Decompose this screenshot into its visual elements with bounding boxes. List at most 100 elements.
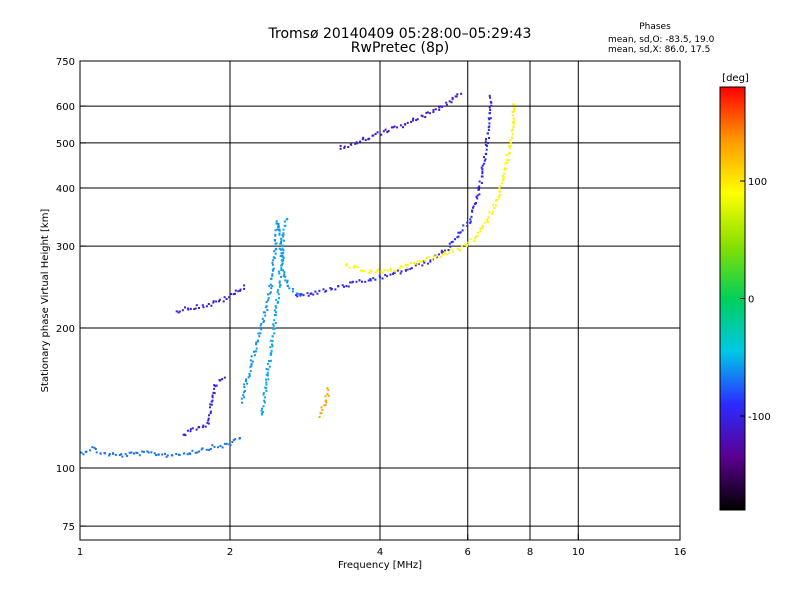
- y-tick-label: 300: [56, 242, 75, 253]
- echo-point: [257, 339, 259, 342]
- echo-point: [400, 265, 402, 268]
- echo-point: [380, 133, 383, 136]
- echo-point: [147, 451, 150, 454]
- echo-point: [498, 194, 501, 197]
- echo-point: [249, 370, 252, 373]
- echo-point: [95, 451, 98, 454]
- echo-point: [177, 311, 180, 314]
- echo-point: [262, 311, 265, 314]
- echo-point: [262, 320, 265, 323]
- echo-point: [108, 453, 111, 455]
- echo-point: [278, 247, 281, 250]
- echo-point: [487, 129, 490, 131]
- echo-point: [376, 131, 379, 134]
- echo-point: [288, 287, 291, 290]
- echo-point: [485, 148, 488, 151]
- echo-point: [473, 202, 476, 205]
- echo-point: [354, 265, 357, 268]
- echo-point: [478, 180, 481, 183]
- echo-point: [282, 234, 285, 237]
- echo-point: [359, 269, 362, 272]
- echo-point: [269, 359, 272, 362]
- echo-point: [484, 140, 487, 143]
- echo-point: [503, 168, 506, 171]
- echo-point: [475, 195, 478, 198]
- echo-point: [284, 224, 287, 227]
- echo-point: [369, 278, 372, 280]
- echo-point: [406, 267, 408, 269]
- echo-point: [476, 197, 479, 200]
- echo-point: [207, 303, 210, 305]
- echo-point: [274, 327, 277, 330]
- echo-point: [267, 374, 269, 377]
- echo-point: [265, 305, 268, 308]
- echo-point: [181, 309, 184, 312]
- echo-point: [245, 380, 247, 383]
- echo-point: [428, 112, 431, 115]
- echo-point: [223, 442, 226, 445]
- echo-point: [364, 280, 367, 283]
- echo-point: [270, 287, 273, 290]
- echo-point: [268, 365, 271, 368]
- echo-point: [316, 292, 319, 295]
- echo-point: [212, 300, 215, 303]
- x-tick-label: 16: [674, 547, 687, 558]
- echo-point: [507, 159, 510, 162]
- echo-point: [280, 263, 283, 266]
- echo-point: [452, 250, 455, 253]
- echo-point: [165, 455, 168, 458]
- echo-point: [273, 319, 276, 322]
- echo-point: [214, 385, 217, 388]
- echo-point: [438, 108, 441, 111]
- echo-point: [478, 193, 481, 196]
- echo-point: [272, 267, 275, 270]
- echo-point: [209, 403, 212, 406]
- echo-point: [488, 125, 491, 128]
- echo-point: [281, 262, 284, 265]
- echo-point: [121, 455, 124, 458]
- echo-point: [513, 108, 516, 111]
- echo-point: [499, 184, 502, 187]
- echo-point: [432, 108, 435, 111]
- echo-point: [270, 277, 273, 280]
- echo-point: [141, 450, 144, 453]
- echo-point: [249, 359, 252, 362]
- echo-point: [471, 210, 474, 213]
- echo-point: [276, 291, 279, 294]
- echo-point: [329, 287, 332, 289]
- echo-point: [474, 235, 477, 238]
- echo-point: [512, 122, 515, 125]
- echo-point: [307, 294, 310, 297]
- echo-point: [222, 300, 225, 303]
- echo-point: [275, 298, 278, 301]
- echo-point: [345, 263, 348, 266]
- y-axis-label: Stationary phase Virtual Height [km]: [40, 209, 51, 393]
- echo-point: [491, 212, 494, 215]
- echo-point: [225, 442, 228, 445]
- echo-point: [247, 376, 250, 379]
- echo-point: [511, 133, 514, 136]
- echo-point: [278, 270, 280, 273]
- echo-point: [277, 222, 280, 225]
- echo-point: [473, 240, 476, 243]
- echo-point: [512, 125, 515, 128]
- echo-point: [275, 222, 278, 225]
- echo-point: [164, 452, 166, 455]
- echo-point: [257, 332, 260, 335]
- echo-point: [264, 386, 267, 389]
- echo-point: [478, 185, 481, 188]
- echo-point: [274, 305, 277, 307]
- echo-point: [320, 406, 323, 409]
- echo-point: [364, 139, 367, 141]
- echo-point: [282, 269, 285, 272]
- echo-point: [211, 396, 214, 399]
- echo-point: [281, 234, 284, 237]
- echo-point: [166, 454, 169, 457]
- echo-point: [237, 290, 240, 293]
- echo-point: [306, 292, 309, 295]
- echo-point: [439, 105, 442, 108]
- echo-point: [265, 301, 268, 303]
- echo-point: [381, 271, 384, 274]
- echo-point: [161, 453, 164, 456]
- echo-point: [370, 270, 373, 273]
